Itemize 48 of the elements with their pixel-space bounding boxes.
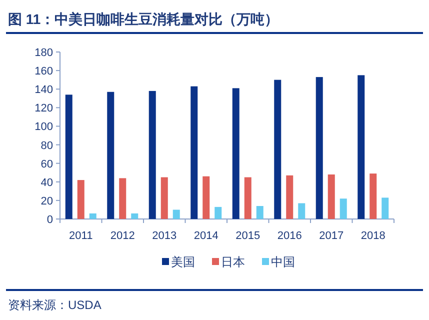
bar (274, 80, 282, 219)
x-tick-label: 2018 (360, 230, 386, 242)
bar (256, 206, 264, 219)
bar (202, 176, 210, 219)
bar (160, 177, 168, 219)
bar (119, 178, 126, 219)
y-tick-label: 0 (46, 214, 53, 226)
y-tick-label: 20 (40, 195, 53, 208)
x-tick-label: 2012 (110, 230, 135, 242)
legend-label: 日本 (221, 255, 245, 269)
annotation: 资料来源：USDA (8, 298, 102, 312)
bar (89, 213, 96, 219)
bar (382, 198, 389, 219)
y-tick-label: 60 (40, 158, 53, 170)
y-tick-label: 100 (34, 121, 53, 134)
bar (316, 77, 323, 219)
bar (65, 94, 72, 219)
bar (232, 88, 240, 219)
y-tick-label: 160 (34, 66, 53, 78)
bar (214, 206, 222, 219)
x-tick-label: 2013 (152, 230, 177, 242)
legend-label: 中国 (271, 255, 295, 269)
bar (107, 92, 114, 219)
y-tick-label: 120 (34, 102, 53, 115)
bar (172, 210, 180, 219)
bar (77, 180, 84, 219)
plot: 0 20 40 60 80 100 120 140 160 180 2011 2012 2013 2014 2015 2016 2017 2018 (34, 47, 394, 242)
y-tick-label: 180 (34, 47, 53, 59)
bar (358, 75, 365, 219)
bar (190, 86, 198, 219)
y-tick-label: 40 (40, 176, 53, 189)
x-tick-label: 2011 (69, 230, 93, 242)
y-tick-label: 140 (34, 84, 53, 96)
y-tick-label: 80 (40, 140, 53, 152)
bar (286, 175, 294, 219)
x-tick-label: 2015 (236, 230, 260, 242)
x-tick-label: 2014 (194, 230, 218, 242)
bar (340, 198, 347, 219)
title: 图 11：中美日咖啡生豆消耗量对比（万吨） (8, 11, 279, 27)
x-tick-label: 2016 (277, 230, 302, 242)
bar (148, 90, 156, 219)
bar (328, 174, 335, 219)
bar (131, 213, 138, 219)
bar (370, 174, 377, 219)
bar (298, 203, 306, 219)
x-tick-label: 2017 (319, 230, 344, 242)
bar (244, 177, 252, 219)
legend-label: 美国 (171, 255, 195, 269)
